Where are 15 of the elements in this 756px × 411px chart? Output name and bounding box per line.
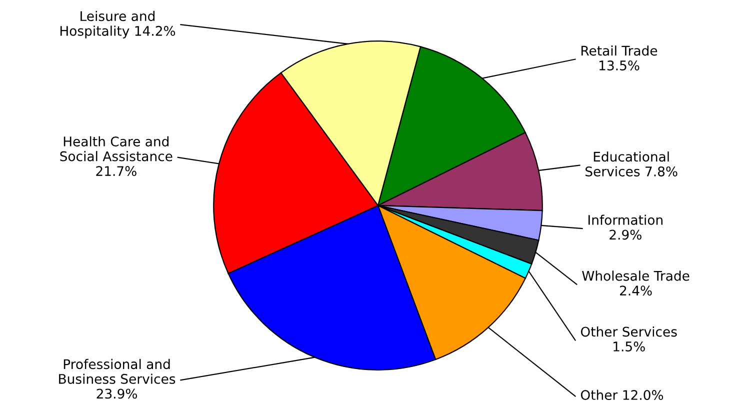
slice-label: Leisure and Hospitality 14.2%: [60, 10, 176, 38]
slice-label: Retail Trade: [582, 45, 658, 56]
data-label: 21.7%: [96, 166, 136, 176]
slice-label: Health Care and Social Assistance: [60, 136, 172, 162]
data-label: 13.5%: [600, 60, 640, 70]
slice-label: Professional and Business Services: [59, 358, 176, 384]
slice-label: Other Services: [580, 326, 677, 337]
slice-label: Educational Services 7.8%: [586, 151, 678, 176]
data-label: 1.5%: [614, 342, 645, 352]
slice-label: Other 12.0%: [580, 390, 664, 400]
data-label: 2.4%: [620, 286, 652, 296]
data-label: 23.9%: [96, 388, 138, 399]
data-label: 2.9%: [610, 230, 642, 240]
slice-label: Information: [588, 214, 662, 225]
slice-label: Wholesale Trade: [582, 270, 690, 281]
